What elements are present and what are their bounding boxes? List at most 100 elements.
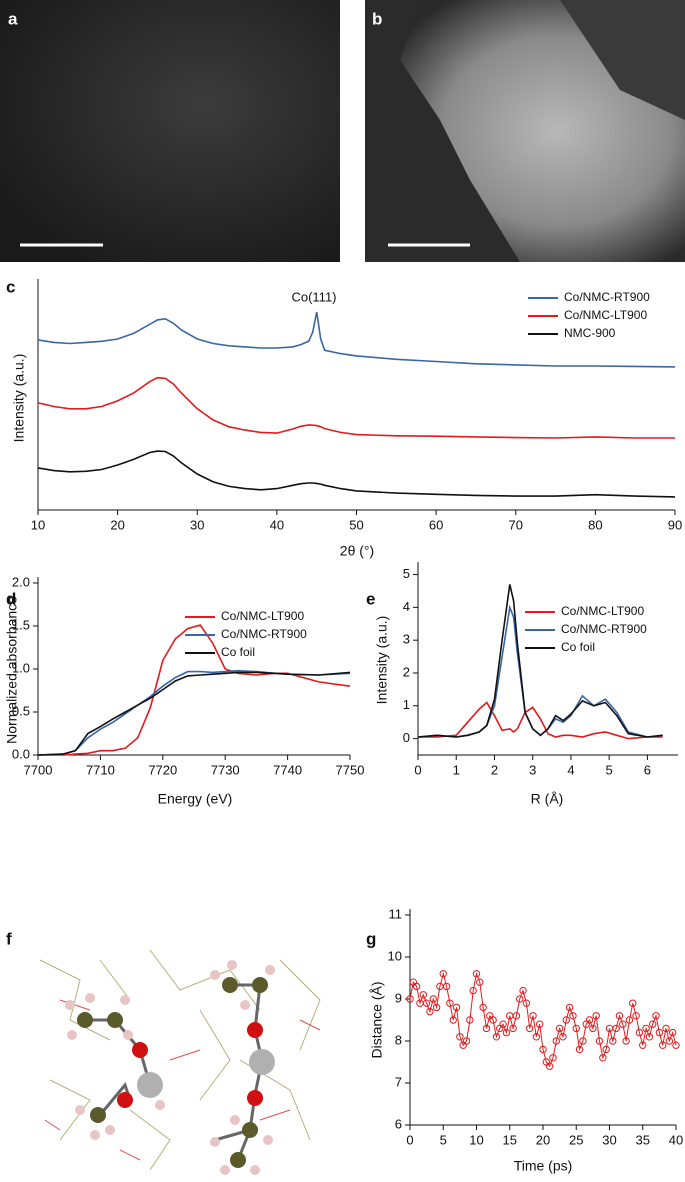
marker: [426, 1007, 434, 1016]
marker: [539, 1045, 547, 1054]
series-line: [37, 376, 675, 439]
marker: [612, 1024, 620, 1033]
legend-label: Co/NMC-LT900: [221, 609, 304, 623]
x-axis-label: Energy (eV): [158, 791, 233, 807]
x-tick-label: 50: [349, 517, 363, 532]
marker: [565, 1003, 574, 1012]
atom: [247, 1090, 263, 1106]
marker: [466, 1016, 474, 1024]
marker: [609, 1037, 617, 1045]
marker: [512, 1012, 521, 1020]
marker: [642, 1024, 650, 1033]
y-tick-label: 7: [395, 1074, 402, 1089]
atom: [252, 977, 268, 993]
panel-label: f: [6, 929, 12, 948]
marker: [482, 1024, 491, 1033]
marker: [419, 991, 427, 999]
atom: [77, 1012, 93, 1028]
y-axis-label: Intensity (a.u.): [11, 354, 27, 443]
atom: [249, 1049, 275, 1075]
x-tick-label: 35: [636, 1132, 650, 1147]
marker: [489, 1016, 497, 1024]
panel-label: e: [366, 589, 375, 608]
marker: [668, 1028, 677, 1037]
x-tick-label: 3: [529, 762, 536, 777]
y-tick-label: 4: [403, 599, 410, 614]
series-line: [38, 624, 351, 756]
x-tick-label: 10: [469, 1132, 483, 1147]
marker: [526, 1024, 534, 1033]
y-tick-label: 9: [395, 990, 402, 1005]
x-tick-label: 90: [668, 517, 682, 532]
x-tick-label: 7700: [24, 762, 53, 777]
y-tick-label: 2.0: [12, 574, 30, 589]
marker: [615, 1012, 624, 1020]
marker: [595, 1037, 604, 1045]
panel-label: d: [6, 589, 16, 608]
x-tick-label: 80: [588, 517, 602, 532]
x-axis-label: R (Å): [531, 791, 564, 807]
wireframe: [39, 949, 321, 1171]
y-tick-label: 0.0: [12, 746, 30, 761]
y-tick-label: 0: [403, 730, 410, 745]
marker: [535, 1020, 544, 1028]
x-tick-label: 40: [270, 517, 284, 532]
marker: [439, 970, 447, 978]
marker: [585, 1016, 594, 1024]
marker: [529, 1012, 537, 1020]
atom: [230, 1152, 246, 1168]
x-tick-label: 25: [569, 1132, 583, 1147]
marker: [452, 1003, 461, 1012]
marker: [406, 995, 414, 1003]
x-tick-label: 7720: [148, 762, 177, 777]
y-tick-label: 3: [403, 632, 410, 647]
y-axis-label: Distance (Å): [369, 981, 385, 1058]
series-line: [417, 584, 663, 738]
marker: [559, 1033, 567, 1041]
marker: [432, 1003, 441, 1012]
atom: [132, 1042, 148, 1058]
marker: [412, 982, 421, 991]
y-tick-label: 8: [395, 1032, 402, 1047]
y-tick-label: 5: [403, 566, 410, 581]
x-tick-label: 0: [406, 1132, 413, 1147]
x-tick-label: 40: [669, 1132, 683, 1147]
marker: [655, 1028, 664, 1037]
y-tick-label: 2: [403, 664, 410, 679]
marker: [532, 1033, 541, 1041]
atom: [107, 1012, 123, 1028]
atom: [222, 977, 238, 993]
marker: [635, 1028, 644, 1037]
x-tick-label: 5: [606, 762, 613, 777]
marker: [579, 1037, 587, 1045]
series-line: [409, 971, 677, 1068]
series-line: [37, 669, 351, 756]
x-tick-label: 60: [429, 517, 443, 532]
marker: [552, 1037, 560, 1045]
x-tick-label: 30: [190, 517, 204, 532]
marker: [462, 1037, 471, 1045]
marker: [422, 999, 431, 1007]
marker: [476, 978, 484, 986]
marker: [572, 1024, 580, 1033]
x-tick-label: 1: [453, 762, 460, 777]
panel-label: g: [366, 929, 376, 948]
marker: [519, 986, 527, 995]
marker: [662, 1024, 670, 1033]
marker: [649, 1020, 657, 1028]
marker: [639, 1041, 647, 1049]
image-a: [0, 0, 340, 262]
marker: [659, 1041, 667, 1049]
hydrogens: [65, 960, 275, 1175]
marker: [492, 1033, 501, 1041]
legend-label: Co foil: [561, 640, 595, 654]
y-axis-label: Intensity (a.u.): [374, 616, 390, 705]
marker: [645, 1033, 654, 1041]
molecule-view: [39, 949, 321, 1175]
marker: [469, 986, 477, 995]
y-axis-label: Normalized absorbance: [4, 596, 20, 744]
panel-label: a: [8, 9, 18, 28]
x-tick-label: 2: [491, 762, 498, 777]
marker: [672, 1041, 680, 1049]
x-tick-label: 7730: [211, 762, 240, 777]
